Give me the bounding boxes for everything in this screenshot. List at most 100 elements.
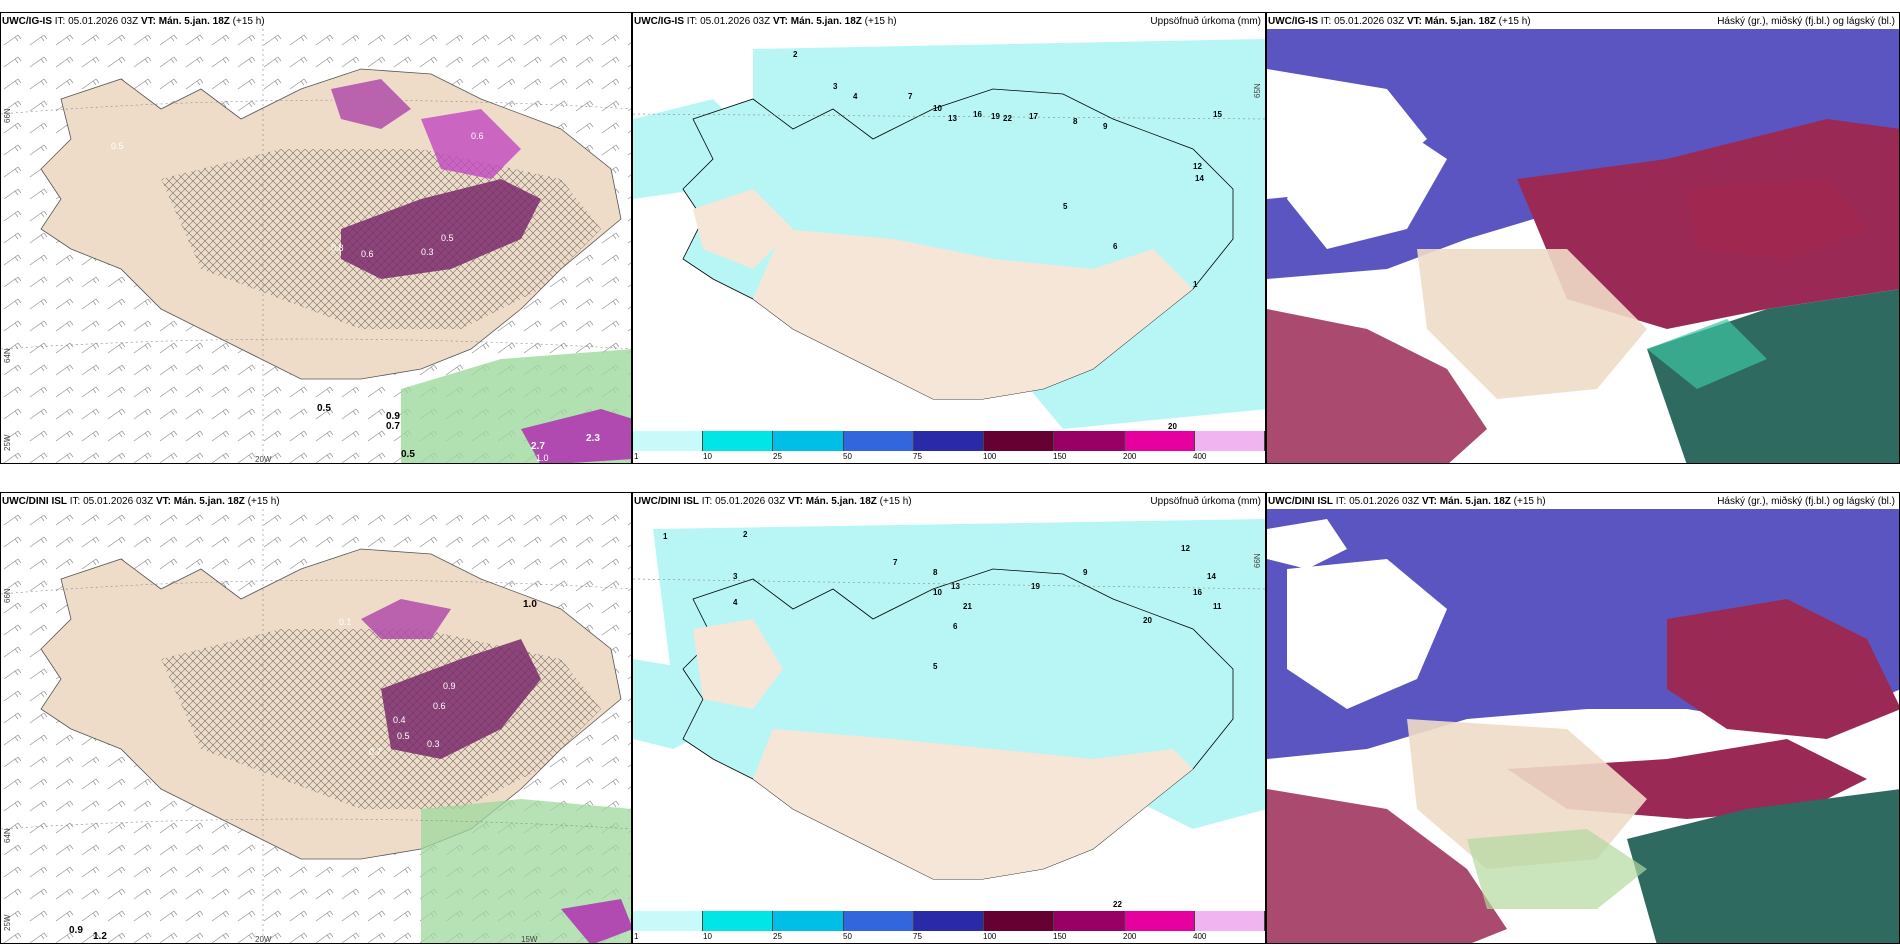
precip-colorbar xyxy=(633,911,1265,931)
colorbar-label: 50 xyxy=(843,452,852,461)
accum-value: 4 xyxy=(853,92,858,101)
precip-label: 0.6 xyxy=(361,249,374,259)
map-panel-top-right: UWC/IG-IS IT: 05.01.2026 03Z VT: Mán. 5.… xyxy=(1266,12,1900,464)
panel-title: UWC/IG-IS IT: 05.01.2026 03Z VT: Mán. 5.… xyxy=(1268,16,1531,27)
panel-title: UWC/DINI ISL IT: 05.01.2026 03Z VT: Mán.… xyxy=(2,496,280,507)
precip-type-map: 0.5 0.9 0.7 0.5 2.7 2.3 1.0 0.6 0.5 0.8 … xyxy=(1,29,631,463)
colorbar-cell xyxy=(633,911,704,931)
colorbar-cell xyxy=(1054,431,1125,451)
accum-value: 20 xyxy=(1143,616,1152,625)
accum-value: 9 xyxy=(1103,122,1108,131)
colorbar-cell xyxy=(1194,431,1265,451)
colorbar-cell xyxy=(633,431,704,451)
colorbar-label: 1 xyxy=(634,452,639,461)
colorbar-label: 1 xyxy=(634,932,639,941)
colorbar-cell xyxy=(984,911,1055,931)
accum-value: 1 xyxy=(1193,280,1198,289)
axis-label: 20W xyxy=(255,455,272,464)
accum-value: 9 xyxy=(1083,568,1088,577)
precip-colorbar xyxy=(633,431,1265,451)
precip-label: 0.1 xyxy=(339,617,352,627)
accum-value: 4 xyxy=(733,598,738,607)
map-panel-bottom-right: UWC/DINI ISL IT: 05.01.2026 03Z VT: Mán.… xyxy=(1266,492,1900,944)
map-panel-top-middle: UWC/IG-IS IT: 05.01.2026 03Z VT: Mán. 5.… xyxy=(632,12,1266,464)
precip-label: 1.0 xyxy=(523,599,537,610)
accum-value: 16 xyxy=(973,110,982,119)
colorbar-labels: 1 10 25 50 75 100 150 200 400 xyxy=(633,452,1265,462)
colorbar-cell xyxy=(1054,911,1125,931)
accum-value: 3 xyxy=(833,82,838,91)
precip-label: 1.0 xyxy=(536,453,549,463)
colorbar-label: 10 xyxy=(703,932,712,941)
colorbar-cell xyxy=(913,431,985,451)
colorbar-label: 100 xyxy=(983,932,997,941)
accum-value: 7 xyxy=(908,92,913,101)
colorbar-cell xyxy=(984,431,1055,451)
colorbar-label: 75 xyxy=(913,452,922,461)
panel-subtitle: Uppsöfnuð úrkoma (mm) xyxy=(1150,16,1261,27)
precip-label: 1.2 xyxy=(93,931,107,942)
accum-value: 20 xyxy=(1168,422,1177,431)
precip-label: 0.6 xyxy=(471,131,484,141)
accum-value: 13 xyxy=(951,582,960,591)
accum-value: 12 xyxy=(1193,162,1202,171)
accum-value: 19 xyxy=(1031,582,1040,591)
map-panel-bottom-middle: UWC/DINI ISL IT: 05.01.2026 03Z VT: Mán.… xyxy=(632,492,1266,944)
axis-label: 66N xyxy=(3,108,12,123)
colorbar-label: 100 xyxy=(983,452,997,461)
precip-type-map: 0.9 1.2 1.0 0.6 0.4 0.5 0.3 0.7 0.9 0.1 xyxy=(1,509,631,943)
colorbar-label: 200 xyxy=(1123,452,1137,461)
axis-label: 66N xyxy=(1253,553,1262,568)
precip-label: 0.9 xyxy=(386,411,400,422)
precip-label: 2.3 xyxy=(586,433,600,444)
precip-label: 0.9 xyxy=(69,925,83,936)
precip-label: 0.5 xyxy=(111,141,124,151)
accum-value: 5 xyxy=(933,662,938,671)
panel-title: UWC/IG-IS IT: 05.01.2026 03Z VT: Mán. 5.… xyxy=(634,16,897,27)
panel-title: UWC/IG-IS IT: 05.01.2026 03Z VT: Mán. 5.… xyxy=(2,16,265,27)
accum-value: 2 xyxy=(743,530,748,539)
accum-value: 14 xyxy=(1195,174,1204,183)
precip-label: 0.3 xyxy=(421,247,434,257)
colorbar-label: 400 xyxy=(1193,452,1207,461)
accum-value: 22 xyxy=(1113,900,1122,909)
map-panel-bottom-left: UWC/DINI ISL IT: 05.01.2026 03Z VT: Mán.… xyxy=(0,492,632,944)
colorbar-cell xyxy=(913,911,985,931)
accum-value: 3 xyxy=(733,572,738,581)
colorbar-label: 150 xyxy=(1053,452,1067,461)
axis-label: 66N xyxy=(3,588,12,603)
accum-value: 1 xyxy=(663,532,668,541)
precip-label: 0.5 xyxy=(317,403,331,414)
precip-label: 0.3 xyxy=(427,739,440,749)
colorbar-cell xyxy=(843,911,914,931)
panel-title: UWC/DINI ISL IT: 05.01.2026 03Z VT: Mán.… xyxy=(1268,496,1546,507)
accum-value: 17 xyxy=(1029,112,1038,121)
accum-value: 12 xyxy=(1181,544,1190,553)
precip-label: 0.5 xyxy=(401,449,415,460)
colorbar-label: 75 xyxy=(913,932,922,941)
accum-value: 11 xyxy=(1213,602,1222,611)
colorbar-cell xyxy=(843,431,914,451)
colorbar-label: 50 xyxy=(843,932,852,941)
colorbar-cell xyxy=(703,911,774,931)
accum-value: 16 xyxy=(1193,588,1202,597)
precip-label: 0.6 xyxy=(433,701,446,711)
precip-label: 0.7 xyxy=(369,747,382,757)
accum-value: 14 xyxy=(1207,572,1216,581)
colorbar-cell xyxy=(703,431,774,451)
accum-value: 19 xyxy=(991,112,1000,121)
accum-precip-map: 2 3 4 7 10 13 16 19 22 17 8 9 15 5 6 12 … xyxy=(633,29,1265,445)
colorbar-label: 200 xyxy=(1123,932,1137,941)
accum-value: 2 xyxy=(793,50,798,59)
accum-value: 15 xyxy=(1213,110,1222,119)
accum-value: 7 xyxy=(893,558,898,567)
cloud-cover-map xyxy=(1267,29,1899,463)
colorbar-label: 150 xyxy=(1053,932,1067,941)
precip-label: 0.4 xyxy=(393,715,406,725)
colorbar-label: 400 xyxy=(1193,932,1207,941)
accum-value: 8 xyxy=(933,568,938,577)
precip-label: 0.7 xyxy=(386,421,400,432)
accum-value: 10 xyxy=(933,588,942,597)
panel-title: UWC/DINI ISL IT: 05.01.2026 03Z VT: Mán.… xyxy=(634,496,912,507)
precip-label: 0.5 xyxy=(397,731,410,741)
